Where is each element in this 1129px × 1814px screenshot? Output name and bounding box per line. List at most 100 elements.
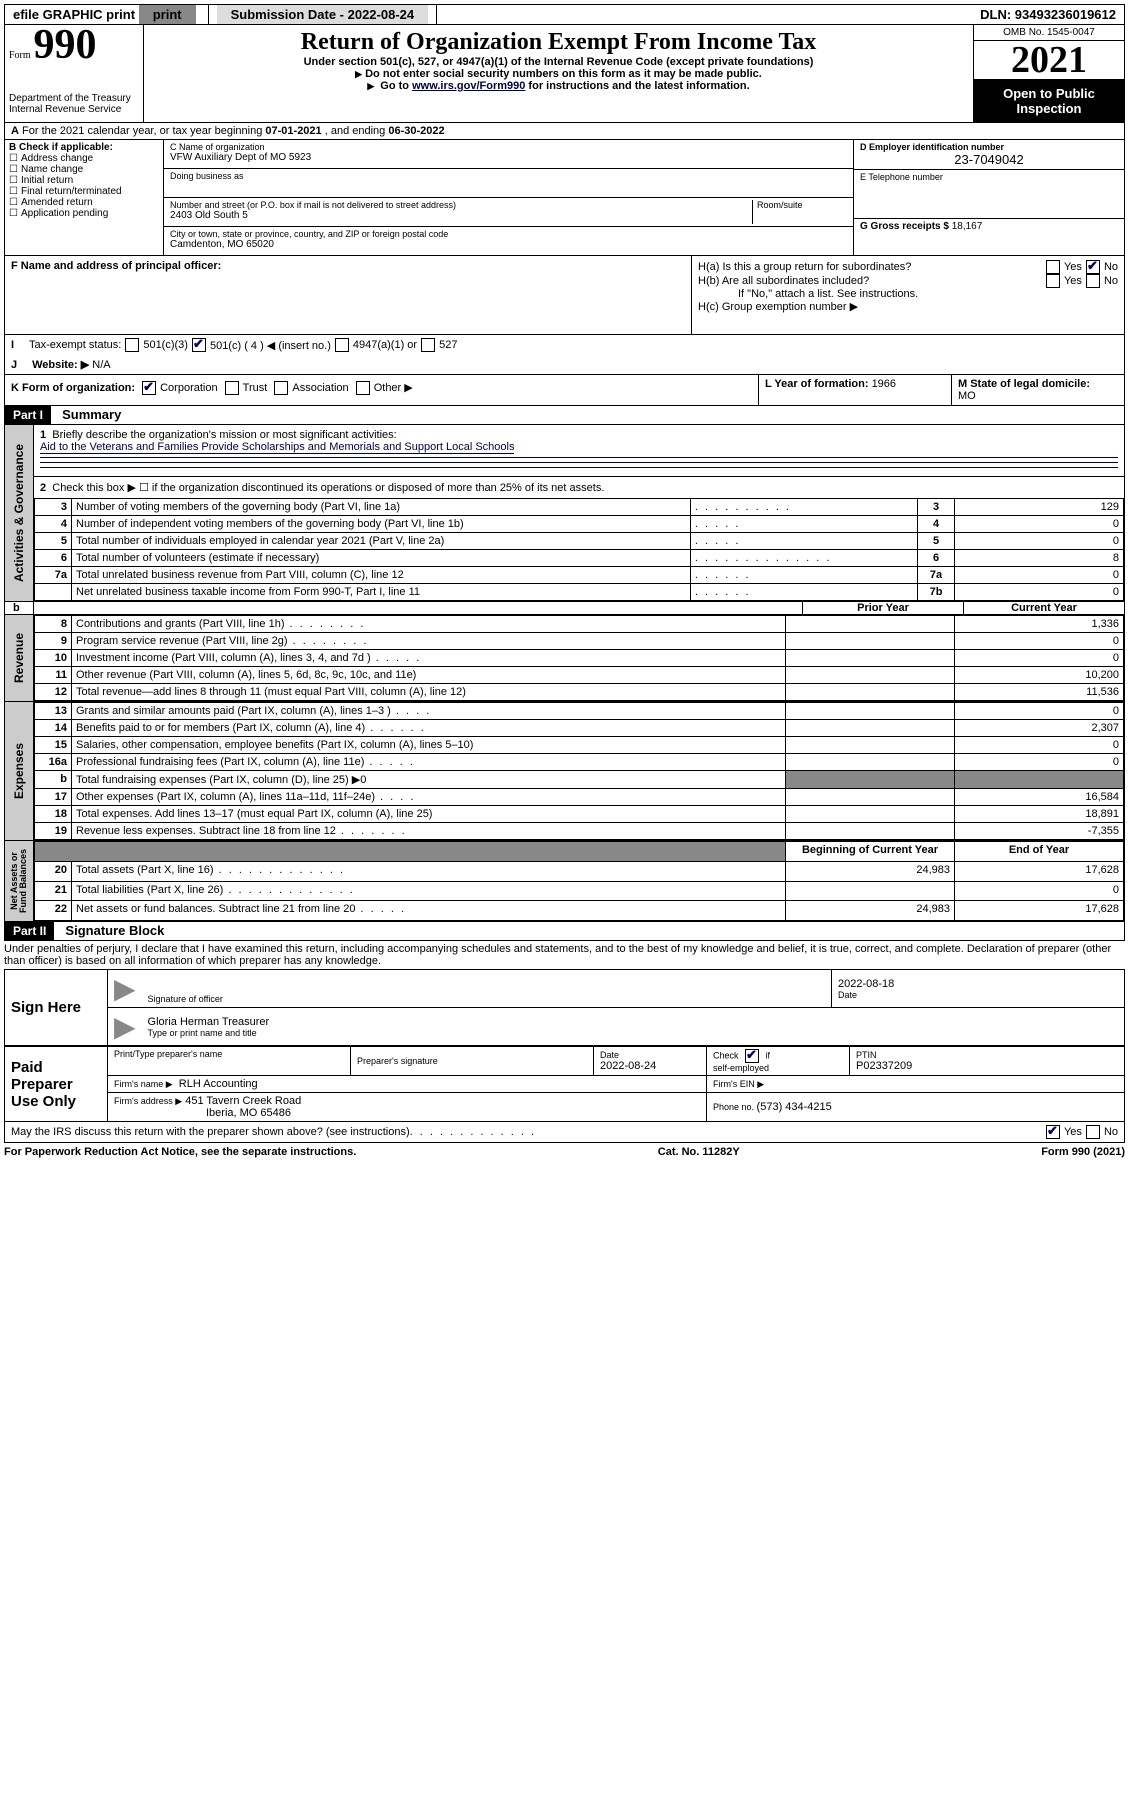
room-label: Room/suite: [757, 200, 847, 210]
chk-address-change[interactable]: Address change: [9, 153, 159, 164]
table-row: 5Total number of individuals employed in…: [35, 533, 1124, 550]
table-row: 3Number of voting members of the governi…: [35, 499, 1124, 516]
hb-label: H(b) Are all subordinates included?: [698, 275, 1042, 287]
chk-527[interactable]: [421, 338, 435, 352]
chk-association[interactable]: [274, 381, 288, 395]
officer-sig-label: Signature of officer: [148, 994, 825, 1004]
ha-yes[interactable]: [1046, 260, 1060, 274]
paid-preparer-block: Paid Preparer Use Only Print/Type prepar…: [4, 1046, 1125, 1122]
activities-governance: Activities & Governance 1 Briefly descri…: [4, 425, 1125, 602]
section-b-to-g: B Check if applicable: Address change Na…: [4, 140, 1125, 256]
org-name: VFW Auxiliary Dept of MO 5923: [170, 152, 847, 163]
chk-self-employed[interactable]: [745, 1049, 759, 1063]
table-row: 8Contributions and grants (Part VIII, li…: [35, 616, 1124, 633]
dept-treasury: Department of the Treasury: [9, 93, 139, 104]
form-title: Return of Organization Exempt From Incom…: [148, 29, 969, 56]
gross-receipts-value: 18,167: [952, 221, 983, 232]
chk-initial-return[interactable]: Initial return: [9, 175, 159, 186]
table-row: 16aProfessional fundraising fees (Part I…: [35, 754, 1124, 771]
chk-501c3[interactable]: [125, 338, 139, 352]
col-eoy: End of Year: [955, 842, 1124, 862]
org-name-label: C Name of organization: [170, 142, 847, 152]
preparer-date: 2022-08-24: [600, 1060, 700, 1072]
revenue-section: Revenue 8Contributions and grants (Part …: [4, 615, 1125, 702]
chk-amended-return[interactable]: Amended return: [9, 197, 159, 208]
paid-preparer-label: Paid Preparer Use Only: [5, 1047, 108, 1122]
subtitle-3: Go to www.irs.gov/Form990 for instructio…: [148, 80, 969, 92]
city-state-zip: Camdenton, MO 65020: [170, 239, 847, 250]
hb-yes[interactable]: [1046, 274, 1060, 288]
hb-note: If "No," attach a list. See instructions…: [698, 288, 1118, 300]
hb-no[interactable]: [1086, 274, 1100, 288]
col-current-year: Current Year: [963, 602, 1124, 614]
net-assets-section: Net Assets orFund Balances Beginning of …: [4, 841, 1125, 922]
table-row: Net unrelated business taxable income fr…: [35, 584, 1124, 601]
line-j: J Website: ▶ N/A: [4, 355, 1125, 375]
chk-corporation[interactable]: [142, 381, 156, 395]
domicile-label: M State of legal domicile:: [958, 378, 1090, 390]
cat-number: Cat. No. 11282Y: [658, 1146, 740, 1158]
discuss-yes[interactable]: [1046, 1125, 1060, 1139]
sign-here-block: Sign Here ▶ Signature of officer 2022-08…: [4, 969, 1125, 1046]
section-f-h: F Name and address of principal officer:…: [4, 256, 1125, 335]
table-row: 14Benefits paid to or for members (Part …: [35, 720, 1124, 737]
chk-other[interactable]: [356, 381, 370, 395]
city-label: City or town, state or province, country…: [170, 229, 847, 239]
submission-date: Submission Date - 2022-08-24: [209, 5, 438, 24]
subtitle-2: Do not enter social security numbers on …: [148, 68, 969, 80]
chk-application-pending[interactable]: Application pending: [9, 208, 159, 219]
preparer-sig-label: Preparer's signature: [357, 1056, 587, 1066]
part2-header: Part II: [5, 922, 54, 940]
line-a-period: A For the 2021 calendar year, or tax yea…: [4, 123, 1125, 140]
ha-label: H(a) Is this a group return for subordin…: [698, 261, 1042, 273]
chk-trust[interactable]: [225, 381, 239, 395]
discuss-no[interactable]: [1086, 1125, 1100, 1139]
table-row: 12Total revenue—add lines 8 through 11 (…: [35, 684, 1124, 701]
instructions-link[interactable]: www.irs.gov/Form990: [412, 80, 525, 92]
ein-value: 23-7049042: [860, 152, 1118, 167]
year-formation-label: L Year of formation:: [765, 378, 872, 390]
print-button[interactable]: print: [139, 5, 196, 24]
table-row: 18Total expenses. Add lines 13–17 (must …: [35, 806, 1124, 823]
chk-final-return[interactable]: Final return/terminated: [9, 186, 159, 197]
table-row: 20Total assets (Part X, line 16) . . . .…: [35, 861, 1124, 881]
top-bar: efile GRAPHIC print print Submission Dat…: [4, 4, 1125, 25]
officer-name-label: Type or print name and title: [148, 1028, 1118, 1038]
firm-name: RLH Accounting: [179, 1078, 258, 1090]
table-activities: 3Number of voting members of the governi…: [34, 498, 1124, 601]
col-prior-year: Prior Year: [802, 602, 963, 614]
address-label: Number and street (or P.O. box if mail i…: [170, 200, 752, 210]
street-address: 2403 Old South 5: [170, 210, 752, 221]
tax-year: 2021: [974, 40, 1124, 80]
box-b: B Check if applicable: Address change Na…: [5, 140, 164, 255]
sidetab-expenses: Expenses: [12, 743, 26, 799]
line-i: I Tax-exempt status: 501(c)(3) 501(c) ( …: [4, 335, 1125, 355]
dln: DLN: 93493236019612: [972, 5, 1124, 24]
part1-header: Part I: [5, 406, 51, 424]
chk-name-change[interactable]: Name change: [9, 164, 159, 175]
open-inspection: Open to Public Inspection: [974, 80, 1124, 122]
chk-501c[interactable]: [192, 338, 206, 352]
table-row: 19Revenue less expenses. Subtract line 1…: [35, 823, 1124, 840]
ptin-value: P02337209: [856, 1060, 1118, 1072]
table-row: bTotal fundraising expenses (Part IX, co…: [35, 771, 1124, 789]
table-row: 7aTotal unrelated business revenue from …: [35, 567, 1124, 584]
col-bcy: Beginning of Current Year: [786, 842, 955, 862]
sidetab-activities: Activities & Governance: [12, 444, 26, 582]
sidetab-revenue: Revenue: [12, 633, 26, 683]
subtitle-1: Under section 501(c), 527, or 4947(a)(1)…: [148, 56, 969, 68]
perjury-declaration: Under penalties of perjury, I declare th…: [4, 941, 1125, 969]
firm-address-1: 451 Tavern Creek Road: [185, 1095, 301, 1107]
sidetab-net-assets: Net Assets orFund Balances: [10, 849, 28, 913]
sign-date-label: Date: [838, 990, 1118, 1000]
line-k-l-m: K Form of organization: Corporation Trus…: [4, 375, 1125, 406]
page-footer: For Paperwork Reduction Act Notice, see …: [4, 1143, 1125, 1161]
ha-no[interactable]: [1086, 260, 1100, 274]
table-row: 4Number of independent voting members of…: [35, 516, 1124, 533]
firm-address-2: Iberia, MO 65486: [114, 1107, 291, 1119]
part1-title: Summary: [54, 407, 121, 422]
form-word: Form: [9, 50, 31, 61]
domicile: MO: [958, 390, 976, 402]
table-row: 10Investment income (Part VIII, column (…: [35, 650, 1124, 667]
chk-4947[interactable]: [335, 338, 349, 352]
